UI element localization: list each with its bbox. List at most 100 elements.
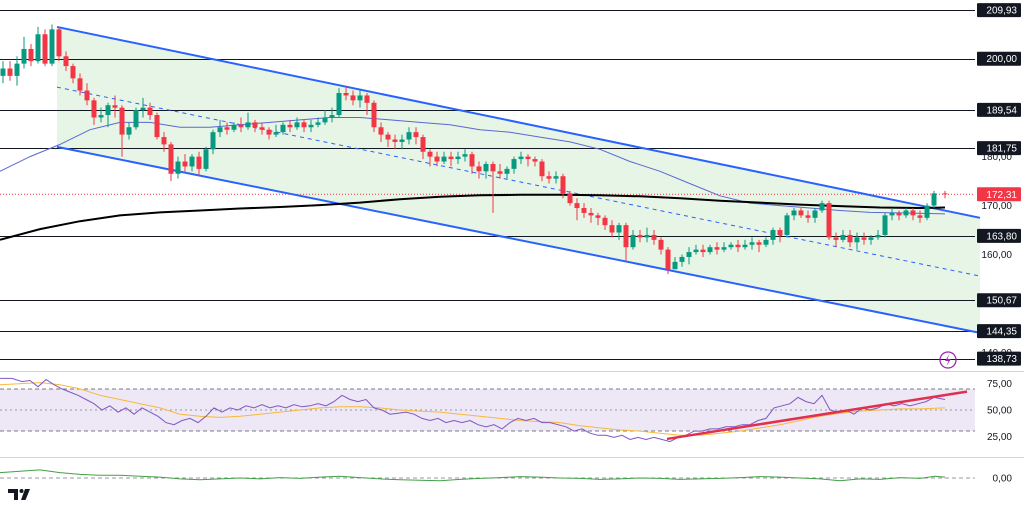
candle-body: [910, 210, 916, 216]
last-price-badge: [977, 187, 1021, 202]
candle: [847, 230, 853, 248]
candle: [119, 105, 125, 157]
candle-body: [434, 156, 440, 162]
channel-fill: [57, 26, 980, 333]
lightning-icon[interactable]: [939, 351, 957, 369]
candle-body: [259, 127, 265, 130]
candle-body: [735, 244, 741, 248]
candle: [133, 107, 139, 130]
candle: [28, 44, 34, 67]
candle: [588, 208, 594, 223]
candle: [707, 244, 713, 255]
rsi-axis-tick: 25,00: [987, 432, 1012, 443]
candle: [483, 161, 489, 179]
candle-body: [329, 115, 335, 118]
candle-body: [777, 230, 783, 235]
candle: [924, 203, 930, 221]
candle-body: [658, 239, 664, 250]
tradingview-logo-icon: [8, 489, 30, 500]
candle: [329, 107, 335, 123]
candle: [231, 122, 237, 133]
candle-body: [756, 242, 762, 245]
candle: [833, 232, 839, 248]
candle: [693, 244, 699, 255]
candle-body: [630, 234, 636, 248]
candle-body: [392, 139, 398, 142]
candle-body: [942, 193, 948, 195]
candle: [476, 161, 482, 179]
candle: [217, 119, 223, 138]
candle-body: [511, 159, 517, 169]
channel-upper-line: [56, 25, 981, 219]
candle-body: [742, 244, 748, 248]
rsi-trendline: [666, 390, 968, 441]
candle: [0, 61, 6, 84]
candle: [553, 171, 559, 184]
candle-body: [441, 156, 447, 162]
level-badge: [977, 293, 1021, 308]
candle: [182, 154, 188, 172]
candle: [931, 190, 937, 209]
level-badge: [977, 351, 1021, 366]
candle-body: [21, 48, 27, 64]
candle: [728, 242, 734, 250]
candle: [791, 208, 797, 221]
candle: [504, 166, 510, 179]
candle-body: [42, 34, 48, 64]
candle-body: [546, 176, 552, 179]
candle-body: [931, 193, 937, 206]
candle-body: [595, 215, 601, 218]
candle-body: [532, 159, 538, 162]
candle: [875, 230, 881, 240]
candle-body: [784, 215, 790, 235]
candle: [371, 100, 377, 133]
price-axis-tick: 170,00: [981, 201, 1012, 212]
candle-body: [210, 132, 216, 150]
candle: [861, 232, 867, 245]
price-axis: 180,00170,00160,00140,00209,93200,00189,…: [977, 3, 1021, 485]
candle: [56, 26, 62, 62]
candle: [910, 208, 916, 221]
candle-body: [0, 68, 6, 76]
candle-body: [287, 124, 293, 128]
level-label: 200,00: [986, 54, 1017, 65]
candle: [623, 222, 629, 262]
candle-body: [378, 127, 384, 135]
candle-body: [924, 205, 930, 218]
candle-body: [413, 132, 419, 138]
candle-body: [525, 156, 531, 160]
candle-body: [364, 95, 370, 103]
candle: [602, 215, 608, 231]
level-label: 189,54: [986, 105, 1017, 116]
sma-long-line: [0, 193, 946, 241]
candle-body: [854, 237, 860, 243]
candle-body: [637, 234, 643, 238]
candle: [168, 141, 174, 182]
candle-body: [455, 156, 461, 160]
candle: [525, 154, 531, 167]
rsi-pane: [0, 377, 975, 443]
rsi-band: [0, 388, 975, 432]
candle: [658, 237, 664, 255]
candle-body: [504, 168, 510, 174]
candle-body: [126, 127, 132, 135]
candle-body: [336, 93, 342, 116]
candle-body: [819, 203, 825, 211]
candle: [630, 230, 636, 250]
candle-body: [623, 225, 629, 248]
candle: [427, 149, 433, 167]
level-label: 209,93: [986, 6, 1017, 17]
candle: [357, 90, 363, 108]
candle-body: [28, 48, 34, 62]
candle-body: [560, 176, 566, 194]
channel-mid-line: [56, 86, 981, 277]
candle: [637, 230, 643, 243]
candle-body: [896, 212, 902, 216]
candle-body: [217, 127, 223, 133]
candle: [420, 134, 426, 160]
candle: [112, 95, 118, 118]
candle-body: [644, 234, 650, 238]
candle-body: [7, 68, 13, 76]
candle: [490, 161, 496, 213]
